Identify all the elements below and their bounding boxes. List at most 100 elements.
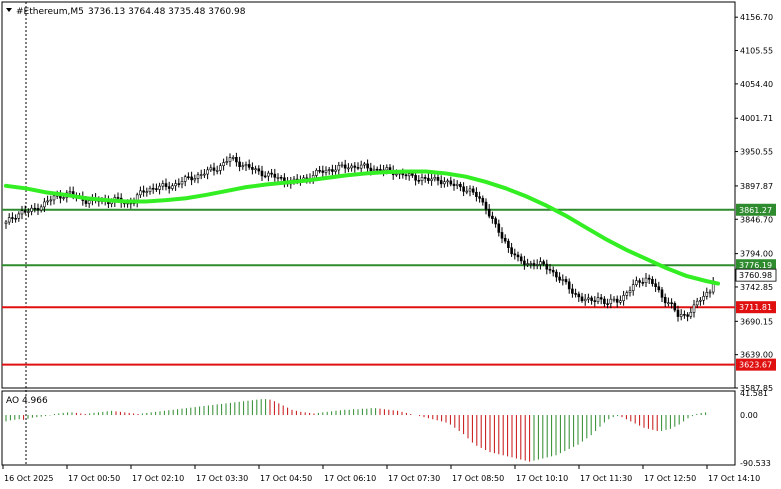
- candle-body: [446, 180, 449, 183]
- candle-body: [68, 191, 72, 194]
- candle-body: [231, 157, 235, 159]
- candle-body: [203, 173, 206, 176]
- candle-body: [513, 253, 517, 256]
- candle-body: [343, 164, 347, 169]
- candle-body: [251, 167, 254, 170]
- time-tick-label: 17 Oct 14:10: [708, 474, 760, 483]
- candle-body: [84, 200, 88, 204]
- candle-body: [228, 157, 232, 162]
- candle-body: [334, 169, 337, 172]
- candle-body: [667, 302, 670, 305]
- candle-body: [593, 300, 597, 302]
- candle-body: [532, 263, 536, 266]
- candle-body: [225, 161, 229, 163]
- candle-body: [567, 281, 571, 290]
- candle-body: [433, 177, 437, 180]
- price-tag-text: 3861.27: [739, 206, 772, 215]
- candle-body: [142, 190, 145, 193]
- time-tick-label: 17 Oct 06:10: [324, 474, 376, 483]
- price-tag-text: 3623.67: [739, 361, 772, 370]
- candle-body: [254, 168, 257, 171]
- dropdown-arrow-icon[interactable]: [6, 8, 12, 12]
- candle-body: [385, 167, 389, 171]
- candle-body: [673, 303, 677, 311]
- candle-body: [686, 314, 689, 317]
- candle-body: [660, 289, 664, 298]
- time-tick-label: 17 Oct 12:50: [644, 474, 696, 483]
- candle-body: [7, 217, 11, 223]
- candle-body: [596, 297, 600, 302]
- candle-body: [430, 178, 433, 181]
- candle-body: [663, 296, 667, 304]
- candle-body: [260, 170, 264, 177]
- candle-body: [27, 211, 30, 213]
- candle-body: [500, 232, 504, 239]
- candle-body: [407, 173, 411, 177]
- candle-body: [331, 169, 334, 172]
- price-axis: 4156.70 4105.55 4054.40 4001.71 3950.55 3897.…: [735, 13, 773, 393]
- price-tick-label: 4105.55: [740, 47, 773, 56]
- candle-body: [590, 297, 593, 301]
- candle-body: [161, 183, 165, 187]
- candle-body: [20, 210, 24, 215]
- candle-body: [484, 201, 488, 210]
- candle-body: [337, 164, 341, 171]
- time-tick-label: 16 Oct 2025: [4, 474, 53, 483]
- candle-body: [561, 279, 565, 281]
- candle-body: [679, 314, 683, 317]
- candle-body: [155, 188, 158, 190]
- price-tick-label: 4001.71: [740, 114, 773, 123]
- candle-body: [423, 177, 427, 179]
- ma-path: [4, 169, 720, 286]
- candle-body: [420, 177, 424, 182]
- candle-body: [654, 283, 657, 288]
- candle-body: [545, 263, 549, 270]
- price-tag-support-high: [736, 301, 776, 314]
- candle-body: [33, 207, 37, 210]
- candle-body: [321, 170, 325, 173]
- candle-body: [507, 240, 510, 248]
- main-chart-frame: [1, 1, 736, 389]
- candle-body: [49, 199, 53, 202]
- candle-body: [177, 183, 181, 185]
- candlestick-series: [4, 152, 715, 322]
- candle-body: [612, 298, 616, 301]
- candle-body: [606, 303, 609, 305]
- candle-body: [436, 177, 440, 181]
- candle-body: [487, 208, 491, 217]
- candle-body: [599, 297, 603, 300]
- candle-body: [455, 183, 459, 186]
- candle-body: [219, 165, 222, 171]
- candle-body: [187, 176, 190, 179]
- candle-body: [535, 264, 539, 266]
- price-tag-text: 3711.81: [739, 303, 772, 312]
- awesome-oscillator: [5, 399, 707, 462]
- candle-body: [692, 304, 696, 313]
- candle-body: [340, 164, 344, 167]
- candle-body: [190, 176, 193, 181]
- candle-body: [11, 217, 14, 219]
- candle-body: [494, 218, 497, 225]
- candle-body: [587, 297, 590, 300]
- candle-body: [36, 208, 40, 211]
- candle-body: [462, 186, 465, 192]
- candle-body: [209, 167, 213, 171]
- candle-body: [539, 261, 542, 265]
- price-tick-label: 3846.70: [740, 215, 773, 224]
- support-resistance-levels: [2, 208, 735, 366]
- candle-body: [510, 247, 513, 255]
- candle-body: [526, 263, 529, 265]
- candle-body: [615, 298, 619, 303]
- candle-body: [17, 213, 21, 219]
- candle-body: [158, 185, 161, 190]
- candle-body: [276, 176, 280, 179]
- time-tick-label: 17 Oct 04:50: [260, 474, 312, 483]
- time-tick-label: 17 Oct 02:10: [132, 474, 184, 483]
- candle-body: [683, 314, 686, 316]
- time-tick-label: 17 Oct 07:30: [388, 474, 440, 483]
- candle-body: [222, 162, 225, 166]
- candle-body: [241, 165, 245, 168]
- moving-average-line: [4, 169, 720, 286]
- candle-body: [257, 168, 261, 172]
